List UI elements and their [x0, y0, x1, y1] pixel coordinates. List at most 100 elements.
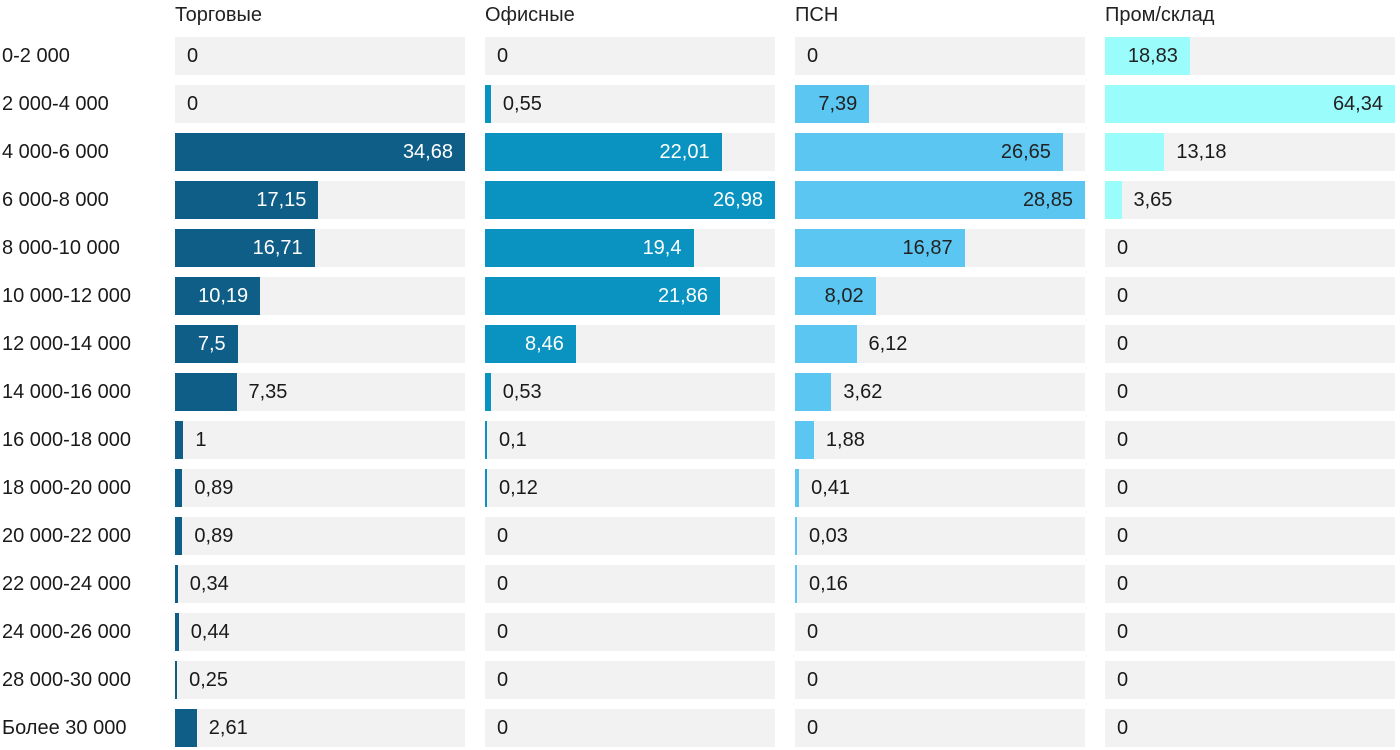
bar [795, 229, 965, 267]
row-label: 24 000-26 000 [2, 620, 132, 643]
chart-row: 14 000-16 000 7,35 0,53 3,62 0 [0, 373, 1400, 411]
bar-cell: 0 [1105, 421, 1395, 459]
bar [485, 469, 487, 507]
chart-row: 28 000-30 000 0,25 0 0 0 [0, 661, 1400, 699]
bar [795, 325, 857, 363]
bar-cell: 0,34 [175, 565, 465, 603]
bar-value-label: 1,88 [825, 429, 865, 451]
bar [795, 277, 876, 315]
column-header-0: Торговые [175, 4, 263, 26]
bar-cell: 0,1 [485, 421, 775, 459]
bar [175, 469, 183, 507]
row-label: 28 000-30 000 [2, 668, 132, 691]
chart-row: 20 000-22 000 0,89 0 0,03 0 [0, 517, 1400, 555]
bar [795, 421, 814, 459]
bar-value-label: 0 [1117, 333, 1129, 355]
column-header-3: Пром/склад [1105, 4, 1215, 26]
bar-value-label: 21,86 [657, 285, 708, 307]
bar-value-label: 34,68 [402, 141, 453, 163]
bar-value-label: 0,53 [502, 381, 542, 403]
bar [175, 661, 178, 699]
bar-cell: 28,85 [795, 181, 1085, 219]
bar [485, 133, 722, 171]
bar-cell: 64,34 [1105, 85, 1395, 123]
chart-row: 8 000-10 000 16,71 19,4 16,87 0 [0, 229, 1400, 267]
bar-cell: 0,44 [175, 613, 465, 651]
chart-rows: 0-2 000 0 0 0 18,83 2 000-4 000 0 0,55 7,39 64,34… [0, 37, 1400, 747]
bar-cell: 7,39 [795, 85, 1085, 123]
bar-value-label: 0,03 [809, 525, 848, 547]
bar-cell: 26,65 [795, 133, 1085, 171]
chart-row: 4 000-6 000 34,68 22,01 26,65 13,18 [0, 133, 1400, 171]
bar-value-label: 0 [1117, 573, 1129, 595]
bar-cell: 0 [1105, 565, 1395, 603]
bar-value-label: 8,02 [824, 285, 864, 307]
bar-value-label: 0,16 [809, 573, 848, 595]
bar-value-label: 0 [497, 717, 509, 739]
chart-row: 2 000-4 000 0 0,55 7,39 64,34 [0, 85, 1400, 123]
bar-cell: 22,01 [485, 133, 775, 171]
bar-cell: 0 [1105, 277, 1395, 315]
bar-cell: 0 [1105, 661, 1395, 699]
bar [485, 325, 576, 363]
bar-cell: 0,89 [175, 469, 465, 507]
bar-cell: 1,88 [795, 421, 1085, 459]
chart-row: 16 000-18 000 1 0,1 1,88 0 [0, 421, 1400, 459]
bar-value-label: 26,98 [712, 189, 763, 211]
bar-value-label: 0,25 [189, 669, 229, 691]
bar-cell: 21,86 [485, 277, 775, 315]
bar-cell: 0 [485, 517, 775, 555]
bar-value-label: 16,71 [252, 237, 303, 259]
bar-cell: 0 [1105, 469, 1395, 507]
bar-value-label: 22,01 [659, 141, 710, 163]
column-header-1: Офисные [485, 4, 575, 26]
row-label: 4 000-6 000 [2, 140, 109, 163]
bar-value-label: 19,4 [642, 237, 682, 259]
bar-cell: 0 [795, 709, 1085, 747]
bar [485, 229, 694, 267]
bar-cell: 10,19 [175, 277, 465, 315]
bar-cell: 0 [485, 661, 775, 699]
bar-value-label: 0,44 [190, 621, 230, 643]
row-label: 22 000-24 000 [2, 572, 132, 595]
bar-value-label: 0 [187, 93, 199, 115]
bar-cell: 19,4 [485, 229, 775, 267]
bar-value-label: 3,65 [1133, 189, 1173, 211]
bar-cell: 0 [485, 565, 775, 603]
bar-cell: 0,25 [175, 661, 465, 699]
bar-value-label: 7,39 [818, 93, 858, 115]
bar-cell: 0 [1105, 709, 1395, 747]
bar [1105, 133, 1165, 171]
bar-value-label: 0 [1117, 381, 1129, 403]
bar-value-label: 28,85 [1022, 189, 1073, 211]
bar-value-label: 0 [497, 525, 509, 547]
bar-value-label: 3,62 [843, 381, 883, 403]
chart-row: 24 000-26 000 0,44 0 0 0 [0, 613, 1400, 651]
bar-cell: 16,71 [175, 229, 465, 267]
bar-value-label: 0,55 [502, 93, 542, 115]
bar-cell: 34,68 [175, 133, 465, 171]
bar [175, 373, 237, 411]
bar-cell: 0 [795, 37, 1085, 75]
bar-cell: 13,18 [1105, 133, 1395, 171]
bar-cell: 0 [175, 85, 465, 123]
chart-row: 18 000-20 000 0,89 0,12 0,41 0 [0, 469, 1400, 507]
bar-value-label: 0,1 [499, 429, 527, 451]
bar [485, 85, 491, 123]
bar [485, 277, 720, 315]
bar-cell: 0,89 [175, 517, 465, 555]
bar [795, 469, 800, 507]
bar-value-label: 0 [1117, 525, 1129, 547]
bar-value-label: 0 [1117, 621, 1129, 643]
chart-row: 12 000-14 000 7,5 8,46 6,12 0 [0, 325, 1400, 363]
bar-value-label: 0 [1117, 477, 1129, 499]
bar-value-label: 1 [195, 429, 207, 451]
chart-row: 10 000-12 000 10,19 21,86 8,02 0 [0, 277, 1400, 315]
bar-cell: 8,02 [795, 277, 1085, 315]
bar-cell: 0 [1105, 613, 1395, 651]
row-label: 0-2 000 [2, 44, 70, 67]
bar-value-label: 8,46 [524, 333, 564, 355]
bar [485, 373, 491, 411]
bar [175, 229, 315, 267]
